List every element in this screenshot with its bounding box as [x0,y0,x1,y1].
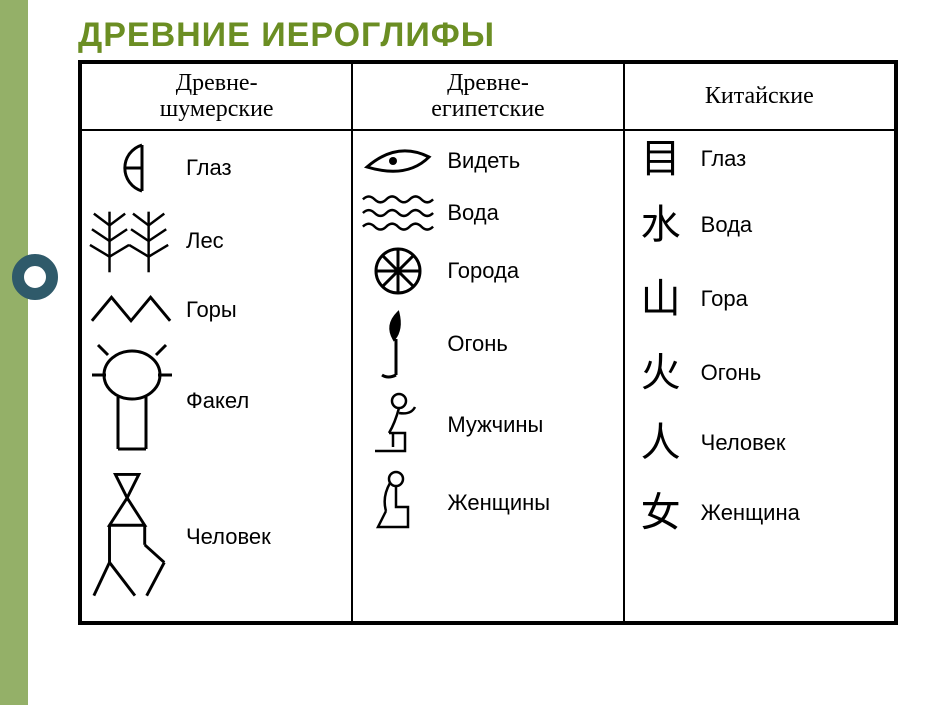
item-label: Гора [701,286,748,312]
list-item: Женщины [359,467,616,539]
list-item: 山 Гора [631,279,888,319]
woman-seated-icon [359,467,437,539]
col-header-chinese: Китайские [624,63,895,130]
cell-chinese: 目 Глаз 水 Вода 山 Гора [624,130,895,622]
slide-title: ДРЕВНИЕ ИЕРОГЛИФЫ [78,16,495,55]
person-geom-icon [88,467,176,607]
list-item: Видеть [359,139,616,183]
hieroglyphs-table: Древне- шумерские Древне- египетские Кит… [78,60,898,625]
item-label: Мужчины [447,412,543,438]
mountains-zigzag-icon [88,285,176,335]
flame-stick-icon [359,305,437,383]
cell-egyptian: Видеть Вода [352,130,623,622]
cjk-eye-icon: 目 [631,139,691,179]
list-item: 火 Огонь [631,353,888,393]
list-item: 目 Глаз [631,139,888,179]
item-label: Города [447,258,519,284]
list-item: Глаз [88,139,345,197]
item-label: Видеть [447,148,520,174]
cjk-mountain-icon: 山 [631,279,691,319]
item-label: Глаз [701,146,747,172]
slide-bullet-ring-icon [12,254,58,300]
cjk-woman-icon: 女 [631,493,691,533]
city-wheel-icon [359,243,437,299]
item-label: Человек [186,524,271,550]
item-label: Вода [447,200,499,226]
trees-icon [88,203,176,279]
cjk-water-icon: 水 [631,205,691,245]
item-label: Огонь [447,331,508,357]
col-header-egyptian: Древне- египетские [352,63,623,130]
list-item: Города [359,243,616,299]
list-item: Огонь [359,305,616,383]
item-label: Лес [186,228,224,254]
item-label: Вода [701,212,753,238]
item-label: Женщины [447,490,550,516]
list-item: Мужчины [359,389,616,461]
man-seated-icon [359,389,437,461]
list-item: Факел [88,341,345,461]
item-label: Женщина [701,500,800,526]
item-label: Факел [186,388,249,414]
item-label: Человек [701,430,786,456]
eye-outline-icon [359,139,437,183]
item-label: Глаз [186,155,232,181]
list-item: 人 Человек [631,423,888,463]
cjk-fire-icon: 火 [631,353,691,393]
table-header-row: Древне- шумерские Древне- египетские Кит… [81,63,895,130]
list-item: Лес [88,203,345,279]
water-waves-icon [359,189,437,237]
list-item: Человек [88,467,345,607]
cjk-person-icon: 人 [631,423,691,463]
list-item: Вода [359,189,616,237]
torch-head-icon [88,341,176,461]
list-item: 水 Вода [631,205,888,245]
list-item: 女 Женщина [631,493,888,533]
half-circle-eye-icon [88,139,176,197]
list-item: Горы [88,285,345,335]
col-header-sumerian: Древне- шумерские [81,63,352,130]
slide-accent-bar [0,0,28,705]
cell-sumerian: Глаз [81,130,352,622]
item-label: Горы [186,297,237,323]
item-label: Огонь [701,360,762,386]
